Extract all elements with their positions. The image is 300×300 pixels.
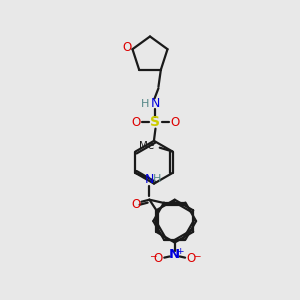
Text: O: O — [154, 252, 163, 265]
Text: H: H — [153, 175, 162, 184]
Text: +: + — [176, 248, 184, 256]
Text: N: N — [145, 173, 154, 186]
Text: O: O — [122, 41, 132, 54]
Text: O: O — [131, 116, 141, 129]
Text: N: N — [151, 97, 160, 110]
Text: S: S — [151, 115, 160, 129]
Text: O: O — [170, 116, 179, 129]
Text: H: H — [141, 99, 149, 109]
Text: O: O — [186, 252, 196, 265]
Text: Me: Me — [140, 141, 155, 151]
Text: −: − — [149, 252, 157, 261]
Text: N: N — [169, 248, 180, 262]
Text: O: O — [131, 198, 141, 211]
Text: −: − — [193, 252, 200, 261]
